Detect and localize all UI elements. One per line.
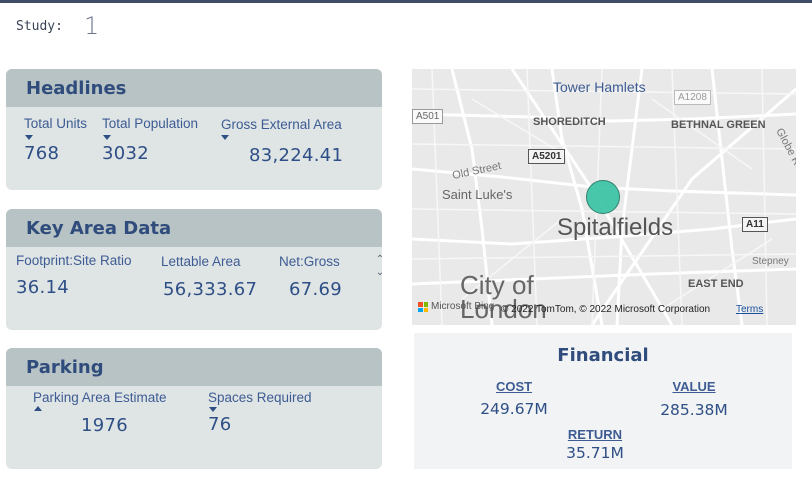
map-copyright: © 2022 TomTom, © 2022 Microsoft Corporat… — [501, 304, 711, 315]
financial-card: Financial COST 249.67M VALUE 285.38M RET… — [414, 333, 792, 469]
map-terms-link[interactable]: Terms — [736, 304, 764, 315]
headlines-card: Headlines Total Units 768 Total Populati… — [6, 69, 382, 190]
parking-area-label[interactable]: Parking Area Estimate — [33, 390, 167, 405]
road-a1208: A1208 — [674, 90, 711, 105]
total-units-label[interactable]: Total Units — [24, 116, 88, 131]
return-label: RETURN — [567, 427, 623, 442]
road-a11: A11 — [742, 217, 768, 232]
map-visual[interactable]: Tower Hamlets A501 A1208 SHOREDITCH BETH… — [412, 69, 796, 325]
parking-area-value: 1976 — [81, 415, 129, 436]
lettable-area-value: 56,333.67 — [163, 279, 258, 300]
road-a501: A501 — [412, 109, 444, 124]
road-a5201: A5201 — [528, 149, 566, 164]
headlines-title: Headlines — [6, 69, 382, 107]
key-area-card: Key Area Data Footprint:Site Ratio 36.14… — [6, 209, 382, 330]
net-gross-value: 67.69 — [289, 279, 343, 300]
cost-value: 249.67M — [480, 400, 548, 418]
value-label: VALUE — [672, 379, 716, 394]
sort-down-icon[interactable] — [221, 135, 229, 140]
parking-card: Parking Parking Area Estimate 1976 Space… — [6, 348, 382, 469]
place-stepney: Stepney — [752, 256, 789, 267]
value-value: 285.38M — [660, 401, 728, 419]
place-east-end: EAST END — [688, 278, 744, 290]
place-shoreditch: SHOREDITCH — [533, 116, 606, 128]
top-border — [0, 0, 812, 3]
sort-down-icon[interactable] — [25, 135, 33, 140]
study-value[interactable]: 1 — [84, 12, 100, 40]
sort-down-icon[interactable] — [103, 135, 111, 140]
gross-external-area-label[interactable]: Gross External Area — [221, 117, 342, 132]
lettable-area-label[interactable]: Lettable Area — [161, 254, 241, 269]
footprint-ratio-label[interactable]: Footprint:Site Ratio — [16, 253, 132, 268]
spaces-required-value: 76 — [208, 414, 232, 435]
parking-title: Parking — [6, 348, 382, 386]
spaces-required-label[interactable]: Spaces Required — [208, 390, 312, 405]
chevron-down-icon[interactable]: ⌄ — [375, 267, 385, 278]
map-title: Tower Hamlets — [553, 79, 646, 95]
chevron-up-icon[interactable]: ⌃ — [375, 254, 385, 265]
total-population-value: 3032 — [102, 143, 150, 164]
key-area-title: Key Area Data — [6, 209, 382, 247]
footprint-ratio-value: 36.14 — [16, 277, 70, 298]
location-marker[interactable] — [586, 180, 620, 214]
place-bethnal-green: BETHNAL GREEN — [671, 119, 766, 131]
place-saint-lukes: Saint Luke's — [442, 187, 513, 202]
net-gross-label[interactable]: Net:Gross — [279, 254, 340, 269]
study-label: Study: — [16, 19, 63, 34]
total-population-label[interactable]: Total Population — [102, 116, 199, 131]
scroll-arrows[interactable]: ⌃ ⌄ — [374, 253, 386, 279]
map-attribution: Microsoft Bing — [431, 301, 495, 312]
place-spitalfields: Spitalfields — [557, 214, 674, 241]
financial-title: Financial — [557, 345, 649, 366]
place-city-of-london: City of London — [460, 270, 547, 324]
return-value: 35.71M — [566, 444, 624, 462]
sort-down-icon[interactable] — [209, 407, 217, 412]
microsoft-logo-icon — [418, 302, 428, 312]
cost-label: COST — [495, 379, 533, 394]
total-units-value: 768 — [24, 143, 60, 164]
sort-up-icon[interactable] — [34, 406, 42, 411]
gross-external-area-value: 83,224.41 — [249, 145, 344, 166]
